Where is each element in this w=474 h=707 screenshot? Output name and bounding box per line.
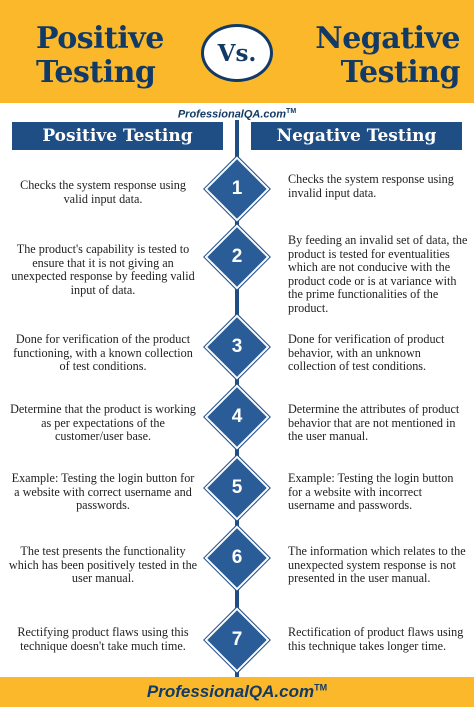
- title-right-line1: Negative: [315, 21, 460, 56]
- brand-tm-bottom: TM: [314, 682, 328, 693]
- negative-testing-point: By feeding an invalid set of data, the p…: [288, 233, 468, 315]
- step-number: 7: [231, 629, 243, 650]
- brand-logo-bottom: ProfessionalQA.comTM: [147, 682, 327, 702]
- negative-testing-point: Checks the system response using invalid…: [288, 172, 454, 200]
- title-right-line2: Testing: [340, 55, 461, 90]
- step-number: 5: [231, 477, 243, 498]
- negative-testing-point: Rectification of product flaws using thi…: [288, 625, 464, 653]
- brand-logo-top: ProfessionalQA.comTM: [0, 108, 474, 121]
- negative-testing-point: Done for verification of product behavio…: [288, 332, 445, 374]
- positive-testing-point: Checks the system response using valid i…: [20, 178, 186, 206]
- column-header-negative: Negative Testing: [251, 122, 462, 150]
- header-banner: Positive Testing Vs. Negative Testing: [0, 0, 474, 103]
- column-header-positive: Positive Testing: [12, 122, 223, 150]
- negative-testing-point: The information which relates to the une…: [288, 544, 466, 586]
- vs-badge: Vs.: [201, 24, 273, 82]
- step-number: 3: [231, 336, 243, 357]
- positive-testing-point: Rectifying product flaws using this tech…: [17, 625, 189, 653]
- title-negative-testing: Negative Testing: [290, 22, 460, 90]
- brand-name-bottom: ProfessionalQA.com: [146, 682, 315, 701]
- brand-tm-top: TM: [286, 108, 297, 115]
- title-left-line2: Testing: [36, 55, 156, 90]
- positive-testing-point: Done for verification of the product fun…: [13, 332, 193, 374]
- brand-name-top: ProfessionalQA.com: [177, 108, 287, 121]
- negative-testing-point: Example: Testing the login button for a …: [288, 471, 454, 513]
- vs-label: Vs.: [217, 39, 257, 67]
- title-left-line1: Positive: [36, 21, 164, 56]
- title-positive-testing: Positive Testing: [36, 22, 176, 90]
- positive-testing-point: Example: Testing the login button for a …: [11, 471, 195, 513]
- footer-banner: ProfessionalQA.comTM: [0, 677, 474, 707]
- step-number: 6: [231, 547, 243, 568]
- column-header-negative-label: Negative Testing: [276, 126, 437, 146]
- positive-testing-point: The product's capability is tested to en…: [11, 242, 195, 297]
- step-number: 4: [231, 406, 243, 427]
- negative-testing-point: Determine the attributes of product beha…: [288, 402, 460, 444]
- positive-testing-point: The test presents the functionality whic…: [8, 544, 198, 586]
- step-number: 2: [231, 246, 243, 267]
- positive-testing-point: Determine that the product is working as…: [10, 402, 196, 444]
- column-header-positive-label: Positive Testing: [42, 126, 193, 146]
- step-number: 1: [231, 178, 243, 199]
